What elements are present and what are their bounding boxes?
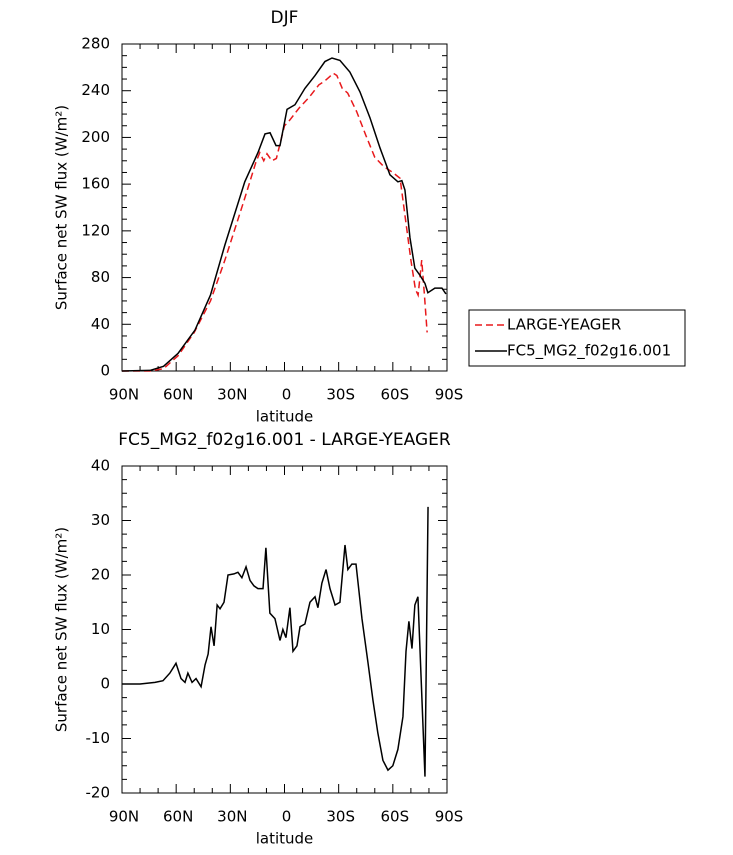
x-tick-label: 60S <box>381 808 410 826</box>
y-tick-label: 30 <box>91 511 110 529</box>
data-line <box>122 72 428 372</box>
y-tick-label: 0 <box>100 675 110 693</box>
x-tick-label: 90S <box>435 386 464 404</box>
x-tick-label: 90S <box>435 808 464 826</box>
y-tick-label: 10 <box>91 620 110 638</box>
y-tick-label: -20 <box>86 784 111 802</box>
y-tick-label: 20 <box>91 566 110 584</box>
plot-frame <box>121 43 448 372</box>
chart-title: DJF <box>271 8 299 28</box>
y-tick-label: 200 <box>81 128 110 146</box>
y-tick-label: 40 <box>91 315 110 333</box>
y-tick-label: 160 <box>81 175 110 193</box>
x-tick-label: 60N <box>163 386 193 404</box>
x-tick-label: 90N <box>109 808 139 826</box>
legend-box <box>468 309 686 367</box>
y-tick-label: 0 <box>100 362 110 380</box>
y-tick-label: 240 <box>81 81 110 99</box>
x-tick-label: 0 <box>282 808 292 826</box>
y-tick-label: -10 <box>86 729 111 747</box>
x-tick-label: 30S <box>326 386 355 404</box>
legend-label: LARGE-YEAGER <box>507 316 621 334</box>
x-tick-label: 30N <box>217 808 247 826</box>
y-tick-label: 280 <box>81 35 110 53</box>
x-tick-label: 60S <box>381 386 410 404</box>
y-tick-label: 80 <box>91 268 110 286</box>
x-tick-label: 30S <box>326 808 355 826</box>
data-line <box>122 506 429 777</box>
x-axis-label: latitude <box>256 408 314 426</box>
x-tick-label: 30N <box>217 386 247 404</box>
y-axis-label: Surface net SW flux (W/m²) <box>53 105 71 310</box>
x-tick-label: 90N <box>109 386 139 404</box>
legend-label: FC5_MG2_f02g16.001 <box>507 342 671 361</box>
x-tick-label: 60N <box>163 808 193 826</box>
y-axis-label: Surface net SW flux (W/m²) <box>53 527 71 732</box>
y-tick-label: 40 <box>91 457 110 475</box>
y-tick-label: 120 <box>81 221 110 239</box>
x-axis-label: latitude <box>256 830 314 848</box>
data-line <box>121 57 447 372</box>
x-tick-label: 0 <box>282 386 292 404</box>
chart-title: FC5_MG2_f02g16.001 - LARGE-YEAGER <box>118 430 451 450</box>
